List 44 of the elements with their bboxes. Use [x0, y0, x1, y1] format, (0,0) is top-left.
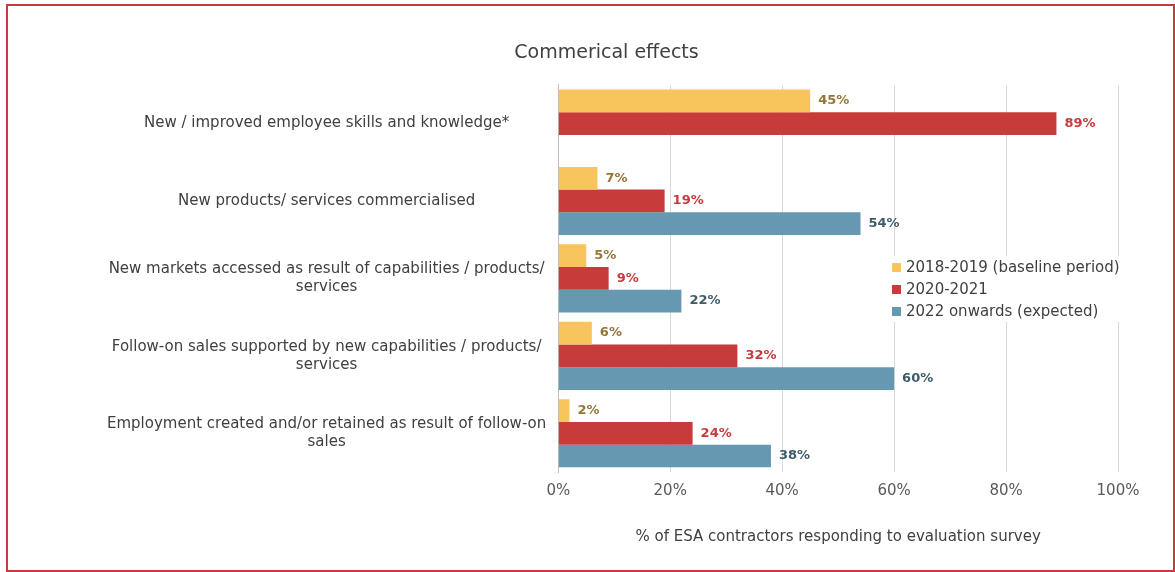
bar [558, 289, 682, 313]
data-label: 19% [672, 192, 704, 208]
data-label: 24% [700, 424, 732, 440]
x-tick-label: 40% [765, 480, 799, 499]
data-label: 5% [594, 247, 617, 263]
bar [558, 444, 771, 468]
bar [558, 344, 738, 368]
x-tick-label: 20% [653, 480, 687, 499]
bar [558, 212, 861, 236]
x-tick-label: 60% [877, 480, 911, 499]
data-label: 38% [778, 447, 811, 463]
y-tick-label: New products/ services commercialised [177, 190, 476, 209]
y-tick-label: New / improved employee skills and knowledge* [144, 113, 510, 132]
legend-label: 2018-2019 (baseline period) [906, 257, 1120, 278]
legend-label: 2022 onwards (expected) [906, 301, 1099, 322]
bar [558, 89, 811, 113]
data-label: 32% [745, 347, 777, 363]
x-tick-label: 0% [546, 480, 571, 499]
bar [558, 112, 1057, 135]
data-label: 6% [599, 324, 622, 340]
data-label: 7% [605, 169, 628, 185]
data-label: 22% [689, 292, 721, 308]
bar [558, 166, 598, 190]
bar [558, 367, 895, 390]
bar [558, 244, 587, 268]
x-tick-label: 100% [1096, 480, 1140, 499]
bar [558, 399, 570, 422]
bar [558, 189, 665, 213]
legend-label: 2020-2021 [906, 279, 988, 300]
x-axis-title: % of ESA contractors responding to evaluation survey [635, 526, 1041, 545]
x-tick-label: 80% [989, 480, 1023, 499]
bar [558, 321, 592, 345]
data-label: 89% [1064, 114, 1096, 130]
bar [558, 267, 609, 290]
bar [558, 421, 693, 445]
y-tick-label: Follow-on sales supported by new capabilities / products/ services [111, 336, 543, 373]
data-label: 45% [818, 92, 850, 108]
data-label: 9% [616, 269, 639, 285]
data-label: 2% [577, 401, 600, 417]
data-label: 54% [868, 215, 900, 231]
y-tick-label: New markets accessed as result of capabilities / products/ services [108, 259, 546, 296]
data-label: 60% [902, 369, 934, 385]
chart-title: Commerical effects [514, 40, 699, 63]
y-tick-label: Employment created and/or retained as result of follow-on sales [106, 414, 547, 451]
